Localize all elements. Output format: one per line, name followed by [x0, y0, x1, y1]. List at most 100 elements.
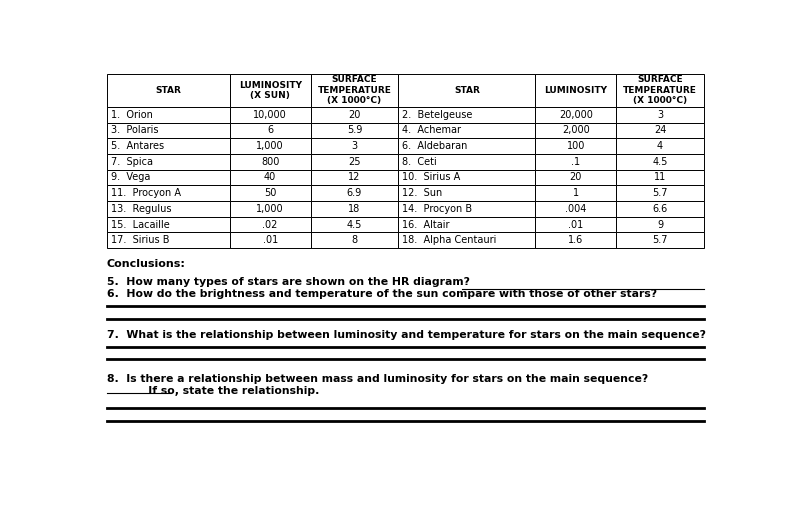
Bar [616, 107, 704, 122]
Text: 9: 9 [657, 219, 663, 229]
Text: 18.  Alpha Centauri: 18. Alpha Centauri [402, 235, 497, 245]
Text: STAR: STAR [155, 86, 181, 95]
Text: 18: 18 [348, 204, 361, 214]
Bar [399, 154, 536, 170]
Bar [616, 154, 704, 170]
Text: 24: 24 [654, 126, 666, 136]
Bar [536, 201, 616, 217]
Text: LUMINOSITY: LUMINOSITY [544, 86, 607, 95]
Bar [536, 170, 616, 185]
Text: SURFACE
TEMPERATURE
(X 1000°C): SURFACE TEMPERATURE (X 1000°C) [623, 75, 697, 105]
Text: 5.  How many types of stars are shown on the HR diagram?: 5. How many types of stars are shown on … [107, 277, 470, 287]
Bar [399, 232, 536, 248]
Text: 14.  Procyon B: 14. Procyon B [402, 204, 472, 214]
Text: .1: .1 [571, 157, 581, 167]
Text: 6.6: 6.6 [653, 204, 668, 214]
Text: 5.7: 5.7 [653, 235, 668, 245]
Text: 4.5: 4.5 [346, 219, 362, 229]
Text: 25: 25 [348, 157, 361, 167]
Text: 20,000: 20,000 [558, 110, 592, 120]
Text: 20: 20 [570, 172, 582, 182]
Text: 3: 3 [351, 141, 358, 151]
Text: 11: 11 [654, 172, 666, 182]
Bar [536, 217, 616, 232]
Text: 1: 1 [573, 188, 579, 198]
Bar [616, 232, 704, 248]
Bar [616, 74, 704, 107]
Text: .01: .01 [568, 219, 583, 229]
Text: 10,000: 10,000 [253, 110, 287, 120]
Text: 8.  Is there a relationship between mass and luminosity for stars on the main se: 8. Is there a relationship between mass … [107, 374, 648, 384]
Text: 2.  Betelgeuse: 2. Betelgeuse [402, 110, 472, 120]
Text: Conclusions:: Conclusions: [107, 259, 186, 269]
Bar [616, 186, 704, 201]
Bar [311, 232, 399, 248]
Text: 1,000: 1,000 [256, 141, 284, 151]
Text: If so, state the relationship.: If so, state the relationship. [107, 386, 320, 396]
Bar [107, 170, 229, 185]
Text: 10.  Sirius A: 10. Sirius A [402, 172, 460, 182]
Text: 13.  Regulus: 13. Regulus [111, 204, 171, 214]
Text: 2,000: 2,000 [562, 126, 589, 136]
Bar [536, 232, 616, 248]
Text: 6.  Aldebaran: 6. Aldebaran [402, 141, 467, 151]
Bar [536, 74, 616, 107]
Text: 1,000: 1,000 [256, 204, 284, 214]
Bar [536, 122, 616, 138]
Bar [229, 186, 311, 201]
Text: 16.  Altair: 16. Altair [402, 219, 449, 229]
Text: 3: 3 [657, 110, 663, 120]
Bar [229, 122, 311, 138]
Text: .004: .004 [565, 204, 586, 214]
Text: 17.  Sirius B: 17. Sirius B [111, 235, 169, 245]
Text: 6: 6 [267, 126, 273, 136]
Text: 5.7: 5.7 [653, 188, 668, 198]
Bar [229, 74, 311, 107]
Text: 5.9: 5.9 [346, 126, 362, 136]
Text: 1.6: 1.6 [568, 235, 583, 245]
Bar [536, 138, 616, 154]
Text: 5.  Antares: 5. Antares [111, 141, 164, 151]
Text: 12.  Sun: 12. Sun [402, 188, 442, 198]
Bar [616, 122, 704, 138]
Bar [399, 122, 536, 138]
Bar [311, 138, 399, 154]
Text: 7.  What is the relationship between luminosity and temperature for stars on the: 7. What is the relationship between lumi… [107, 330, 706, 340]
Bar [107, 74, 229, 107]
Bar [311, 107, 399, 122]
Bar [399, 107, 536, 122]
Text: 3.  Polaris: 3. Polaris [111, 126, 158, 136]
Text: SURFACE
TEMPERATURE
(X 1000°C): SURFACE TEMPERATURE (X 1000°C) [317, 75, 392, 105]
Bar [311, 122, 399, 138]
Bar [107, 154, 229, 170]
Text: 20: 20 [348, 110, 361, 120]
Bar [107, 138, 229, 154]
Bar [399, 201, 536, 217]
Text: 1.  Orion: 1. Orion [111, 110, 153, 120]
Bar [229, 107, 311, 122]
Bar [107, 232, 229, 248]
Bar [399, 74, 536, 107]
Bar [536, 107, 616, 122]
Text: STAR: STAR [454, 86, 480, 95]
Bar [229, 217, 311, 232]
Bar [107, 217, 229, 232]
Bar [311, 217, 399, 232]
Bar [616, 138, 704, 154]
Bar [311, 154, 399, 170]
Text: 4: 4 [657, 141, 663, 151]
Text: 40: 40 [264, 172, 276, 182]
Bar [311, 170, 399, 185]
Text: 800: 800 [261, 157, 279, 167]
Text: .02: .02 [263, 219, 278, 229]
Text: 50: 50 [264, 188, 276, 198]
Bar [311, 186, 399, 201]
Bar [536, 154, 616, 170]
Text: 7.  Spica: 7. Spica [111, 157, 153, 167]
Bar [399, 217, 536, 232]
Bar [616, 201, 704, 217]
Text: 4.5: 4.5 [653, 157, 668, 167]
Text: 100: 100 [566, 141, 585, 151]
Bar [399, 186, 536, 201]
Bar [229, 170, 311, 185]
